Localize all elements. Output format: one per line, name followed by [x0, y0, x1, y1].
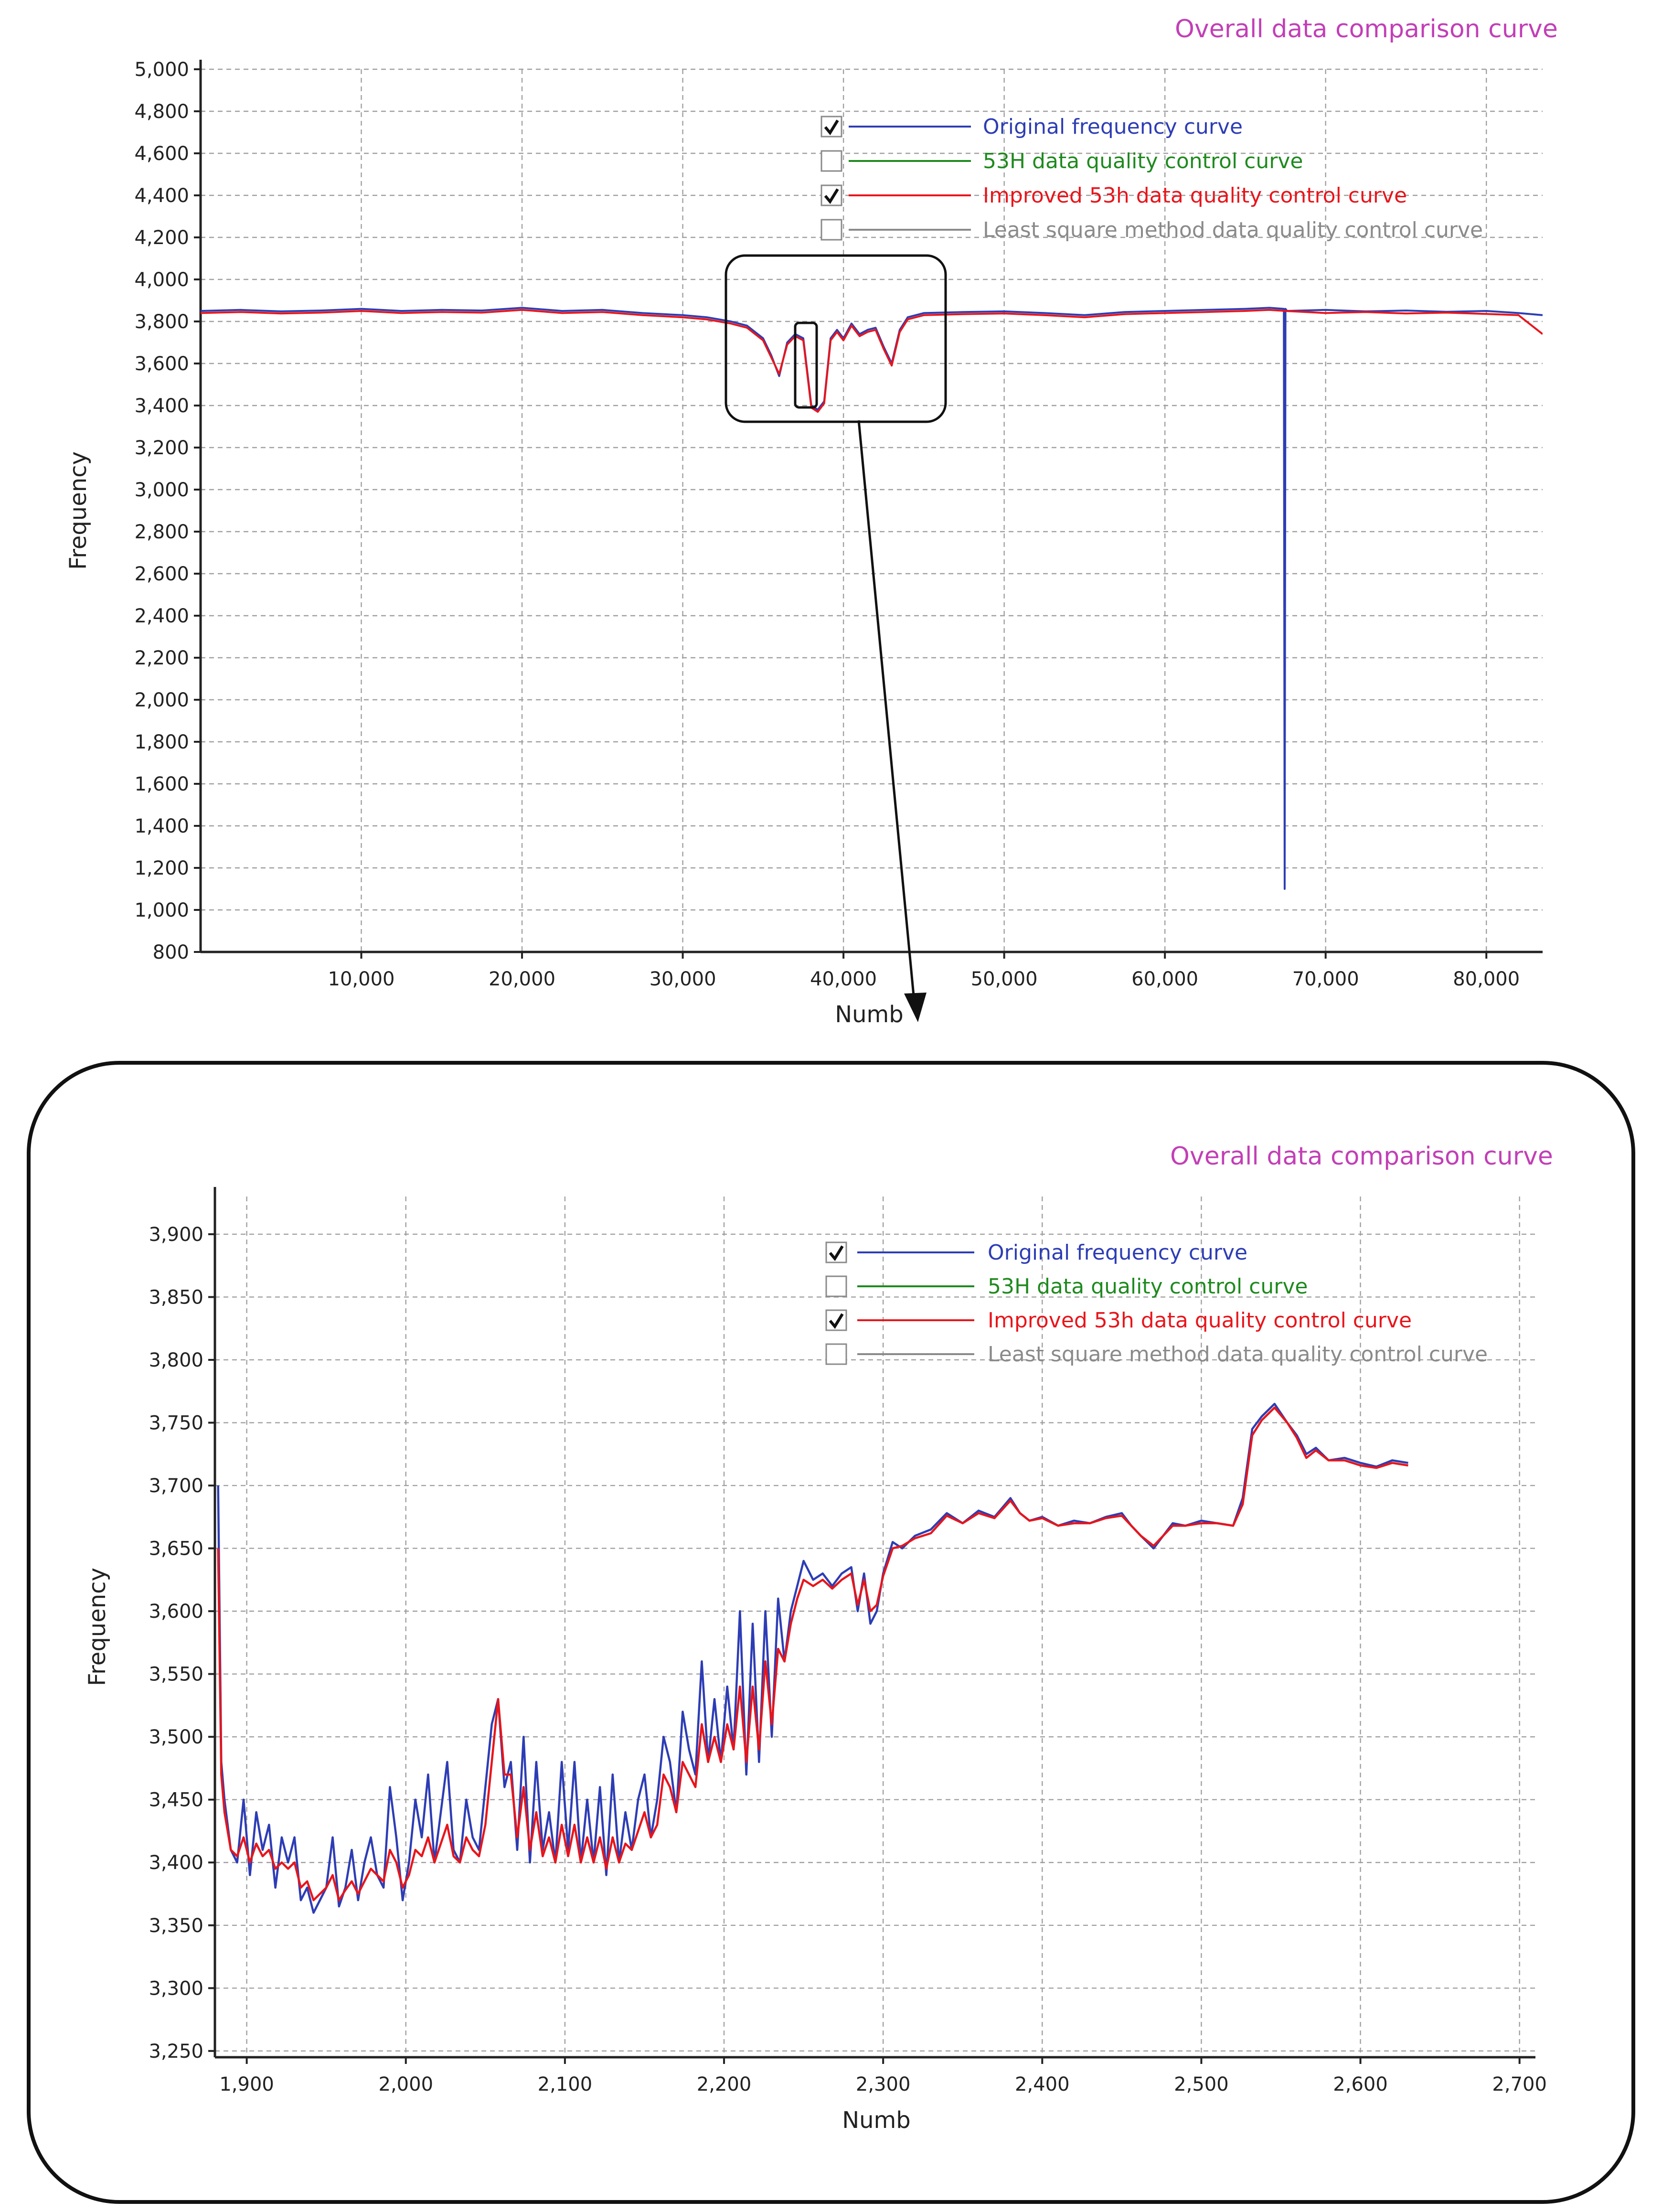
- legend-label: Least square method data quality control…: [983, 218, 1483, 242]
- x-tick-label: 70,000: [1292, 968, 1359, 990]
- legend-item[interactable]: 53H data quality control curve: [825, 1274, 1308, 1299]
- y-tick-label: 3,500: [149, 1726, 203, 1748]
- y-tick-label: 3,200: [134, 437, 189, 459]
- y-tick-label: 1,000: [134, 899, 189, 921]
- y-tick-label: 3,250: [149, 2041, 203, 2062]
- y-tick-label: 3,400: [149, 1852, 203, 1874]
- x-tick-label: 2,400: [1015, 2073, 1070, 2095]
- y-tick-label: 3,850: [149, 1286, 203, 1308]
- y-tick-label: 3,650: [149, 1538, 203, 1560]
- check-icon: [824, 188, 839, 204]
- zoomed-chart: 3,250 3,300 3,350 3,400 3,450 3,500 3,550 3,600…: [84, 1142, 1553, 2134]
- y-tick-label: 2,200: [134, 647, 189, 669]
- legend-checkbox[interactable]: [825, 1241, 847, 1263]
- y-tick-label: 5,000: [134, 59, 189, 81]
- y-tick-label: 3,000: [134, 479, 189, 501]
- x-tick-label: 10,000: [328, 968, 395, 990]
- zoom-arrow-line: [857, 420, 916, 1006]
- check-icon: [829, 1245, 844, 1261]
- legend-item[interactable]: Least square method data quality control…: [825, 1342, 1488, 1367]
- legend-checkbox[interactable]: [825, 1343, 847, 1365]
- x-tick-label: 80,000: [1453, 968, 1520, 990]
- check-icon: [824, 119, 839, 136]
- y-axis-label: Frequency: [65, 451, 92, 570]
- x-tick-label: 2,300: [856, 2073, 911, 2095]
- y-tick-label: 3,550: [149, 1664, 203, 1686]
- legend-item[interactable]: Improved 53h data quality control curve: [820, 183, 1407, 208]
- x-tick-label: 1,900: [219, 2073, 274, 2095]
- legend-label: Least square method data quality control…: [988, 1342, 1488, 1367]
- x-tick-label: 20,000: [489, 968, 555, 990]
- y-tick-label: 4,400: [134, 185, 189, 207]
- legend-label: Improved 53h data quality control curve: [983, 183, 1407, 208]
- y-tick-label: 3,350: [149, 1915, 203, 1937]
- legend-label: 53H data quality control curve: [988, 1274, 1308, 1299]
- legend-item[interactable]: Improved 53h data quality control curve: [825, 1308, 1412, 1333]
- overall-chart: 800 1,000 1,200 1,400 1,600 1,800 2,000 2,200 2,…: [65, 15, 1558, 1028]
- y-tick-label: 1,600: [134, 773, 189, 795]
- y-tick-label: 1,200: [134, 857, 189, 879]
- x-tick-label: 30,000: [650, 968, 716, 990]
- legend-checkbox[interactable]: [825, 1309, 847, 1331]
- legend-checkbox[interactable]: [820, 219, 842, 241]
- legend-label: Original frequency curve: [988, 1240, 1247, 1265]
- chart-title: Overall data comparison curve: [1170, 1142, 1553, 1171]
- x-axis-label: Numb: [835, 1001, 904, 1028]
- x-tick-label: 2,100: [538, 2073, 593, 2095]
- y-tick-label: 3,600: [134, 353, 189, 375]
- zoom-region-box: [724, 254, 947, 423]
- x-tick-label: 2,600: [1333, 2073, 1388, 2095]
- legend-checkbox[interactable]: [820, 184, 842, 206]
- legend-checkbox[interactable]: [820, 116, 842, 138]
- y-axis-label: Frequency: [84, 1568, 111, 1686]
- y-tick-label: 800: [153, 941, 189, 963]
- y-tick-label: 4,000: [134, 269, 189, 291]
- y-tick-label: 4,600: [134, 143, 189, 165]
- zoom-panel-frame: [27, 1061, 1635, 2204]
- y-tick-label: 1,800: [134, 731, 189, 753]
- chart-title: Overall data comparison curve: [1175, 15, 1558, 43]
- y-tick-label: 3,700: [149, 1475, 203, 1497]
- x-tick-label: 2,200: [697, 2073, 752, 2095]
- y-tick-label: 2,600: [134, 563, 189, 585]
- x-tick-label: 60,000: [1131, 968, 1198, 990]
- improved-53h-series: [201, 309, 1543, 413]
- y-tick-label: 2,000: [134, 689, 189, 711]
- y-tick-label: 3,800: [134, 311, 189, 333]
- y-tick-label: 2,400: [134, 605, 189, 627]
- y-tick-label: 3,750: [149, 1412, 203, 1434]
- legend-item[interactable]: Least square method data quality control…: [820, 218, 1483, 242]
- legend-label: Improved 53h data quality control curve: [988, 1308, 1412, 1333]
- legend-item[interactable]: 53H data quality control curve: [820, 149, 1303, 173]
- zoom-detail-box: [794, 321, 818, 409]
- y-tick-label: 3,800: [149, 1349, 203, 1371]
- y-tick-label: 2,800: [134, 521, 189, 543]
- y-tick-label: 3,450: [149, 1789, 203, 1811]
- y-tick-label: 4,200: [134, 227, 189, 249]
- x-tick-label: 2,700: [1492, 2073, 1547, 2095]
- x-tick-label: 2,000: [379, 2073, 434, 2095]
- original-frequency-series: [201, 307, 1543, 890]
- y-tick-label: 3,600: [149, 1601, 203, 1623]
- x-tick-label: 2,500: [1174, 2073, 1229, 2095]
- legend-label: Original frequency curve: [983, 115, 1243, 139]
- zoom-arrow-head: [904, 993, 927, 1022]
- y-tick-label: 3,300: [149, 1977, 203, 1999]
- legend-checkbox[interactable]: [825, 1275, 847, 1297]
- legend-item[interactable]: Original frequency curve: [820, 115, 1243, 139]
- y-tick-label: 4,800: [134, 101, 189, 123]
- legend-item[interactable]: Original frequency curve: [825, 1240, 1247, 1265]
- x-tick-label: 50,000: [971, 968, 1038, 990]
- legend-label: 53H data quality control curve: [983, 149, 1303, 173]
- check-icon: [829, 1313, 844, 1329]
- improved-53h-series: [217, 1406, 1408, 1902]
- x-tick-label: 40,000: [810, 968, 877, 990]
- y-tick-label: 3,400: [134, 395, 189, 417]
- y-tick-label: 3,900: [149, 1224, 203, 1246]
- original-frequency-series: [217, 1402, 1408, 1914]
- x-axis-label: Numb: [842, 2107, 911, 2134]
- legend-checkbox[interactable]: [820, 150, 842, 172]
- y-tick-label: 1,400: [134, 815, 189, 837]
